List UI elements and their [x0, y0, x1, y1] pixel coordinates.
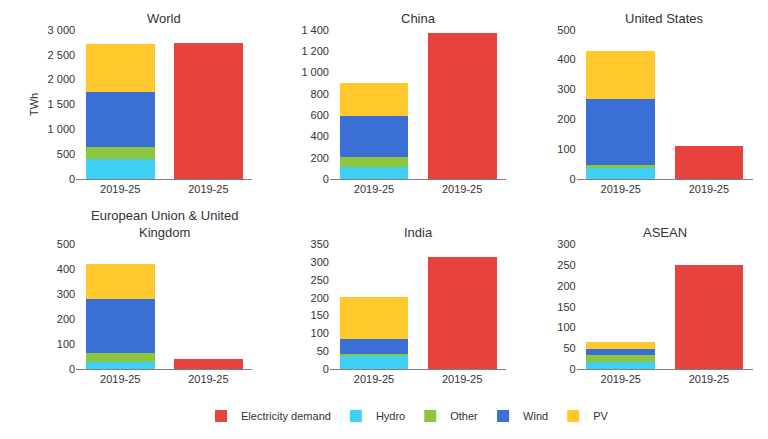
svg-text:400: 400	[57, 263, 75, 275]
svg-text:200: 200	[57, 313, 75, 325]
svg-text:150: 150	[557, 301, 575, 313]
svg-text:200: 200	[557, 280, 575, 292]
svg-text:TWh: TWh	[28, 93, 40, 116]
svg-text:ASEAN: ASEAN	[643, 225, 687, 240]
svg-text:500: 500	[57, 148, 75, 160]
svg-text:2 500: 2 500	[48, 49, 76, 61]
svg-text:200: 200	[557, 113, 575, 125]
svg-text:1 400: 1 400	[301, 24, 329, 36]
svg-text:50: 50	[563, 342, 575, 354]
svg-text:0: 0	[69, 363, 75, 375]
svg-text:250: 250	[311, 274, 329, 286]
svg-text:300: 300	[557, 83, 575, 95]
svg-text:0: 0	[323, 363, 329, 375]
svg-text:100: 100	[557, 143, 575, 155]
svg-text:0: 0	[323, 173, 329, 185]
svg-text:400: 400	[557, 53, 575, 65]
svg-text:2019-25: 2019-25	[354, 183, 394, 195]
svg-text:250: 250	[557, 259, 575, 271]
svg-text:0: 0	[570, 363, 576, 375]
svg-text:600: 600	[311, 109, 329, 121]
svg-text:200: 200	[311, 292, 329, 304]
svg-text:2019-25: 2019-25	[354, 373, 394, 385]
svg-text:China: China	[401, 11, 436, 26]
svg-text:World: World	[147, 11, 181, 26]
svg-text:500: 500	[557, 24, 575, 36]
svg-text:United States: United States	[625, 11, 704, 26]
svg-text:2019-25: 2019-25	[689, 373, 729, 385]
svg-text:0: 0	[69, 173, 75, 185]
svg-text:100: 100	[57, 338, 75, 350]
svg-text:100: 100	[557, 321, 575, 333]
svg-text:1 000: 1 000	[48, 123, 76, 135]
svg-text:150: 150	[311, 309, 329, 321]
svg-text:European Union & UnitedKingdom: European Union & UnitedKingdom	[91, 208, 238, 240]
svg-text:2019-25: 2019-25	[442, 183, 482, 195]
svg-text:3 000: 3 000	[48, 24, 76, 36]
svg-text:Wind: Wind	[523, 410, 548, 422]
svg-text:India: India	[404, 225, 433, 240]
svg-text:1 200: 1 200	[301, 45, 329, 57]
svg-text:50: 50	[317, 345, 329, 357]
svg-text:2019-25: 2019-25	[100, 373, 140, 385]
svg-text:2019-25: 2019-25	[689, 183, 729, 195]
svg-text:350: 350	[311, 238, 329, 250]
svg-text:Electricity demand: Electricity demand	[241, 410, 331, 422]
svg-text:2019-25: 2019-25	[188, 373, 228, 385]
svg-text:2019-25: 2019-25	[442, 373, 482, 385]
svg-text:200: 200	[311, 152, 329, 164]
svg-text:500: 500	[57, 238, 75, 250]
svg-text:Hydro: Hydro	[376, 410, 405, 422]
svg-text:800: 800	[311, 88, 329, 100]
svg-text:Other: Other	[450, 410, 478, 422]
svg-text:2019-25: 2019-25	[100, 183, 140, 195]
svg-text:PV: PV	[593, 410, 608, 422]
svg-text:1 500: 1 500	[48, 98, 76, 110]
svg-text:2019-25: 2019-25	[601, 183, 641, 195]
svg-text:2 000: 2 000	[48, 73, 76, 85]
svg-text:1 000: 1 000	[301, 66, 329, 78]
svg-text:300: 300	[311, 256, 329, 268]
svg-text:300: 300	[557, 238, 575, 250]
svg-text:2019-25: 2019-25	[601, 373, 641, 385]
svg-text:400: 400	[311, 130, 329, 142]
svg-text:0: 0	[570, 173, 576, 185]
svg-text:100: 100	[311, 327, 329, 339]
svg-text:300: 300	[57, 288, 75, 300]
svg-text:2019-25: 2019-25	[188, 183, 228, 195]
